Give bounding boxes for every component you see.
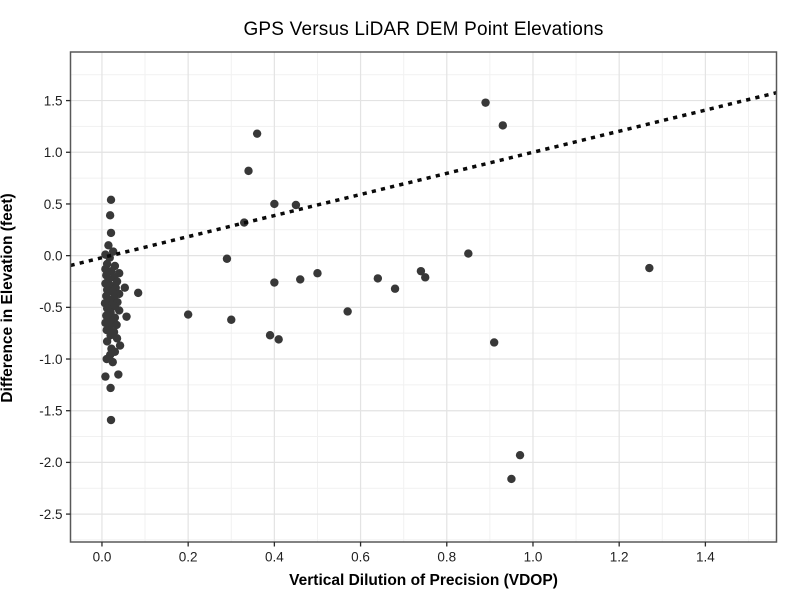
x-tick-label: 0.4	[265, 550, 284, 565]
data-point	[416, 266, 426, 276]
data-point	[252, 129, 262, 138]
y-tick-label: -0.5	[39, 300, 62, 315]
x-tick-label: 0.0	[93, 550, 112, 565]
data-point	[515, 450, 525, 460]
data-point	[115, 306, 124, 315]
panel-background	[70, 52, 777, 542]
y-tick-label: -2.0	[39, 455, 62, 470]
data-point	[106, 228, 116, 238]
y-tick-label: -2.5	[39, 507, 62, 522]
x-tick-label: 0.8	[437, 550, 456, 565]
y-tick-label: -1.5	[39, 404, 62, 419]
data-point	[244, 166, 253, 176]
data-point	[421, 273, 430, 282]
y-tick-label: -1.0	[39, 352, 62, 367]
data-point	[183, 310, 193, 319]
x-tick-label: 0.6	[351, 550, 370, 565]
data-point	[645, 263, 654, 273]
data-point	[122, 312, 131, 321]
major-gridlines	[70, 52, 777, 542]
data-point	[270, 278, 279, 287]
data-point	[115, 341, 125, 350]
data-point	[390, 284, 400, 293]
y-tick-label: 0.0	[44, 248, 63, 263]
data-point	[291, 200, 301, 210]
data-point	[106, 415, 116, 425]
data-point	[265, 331, 275, 340]
data-point	[102, 337, 112, 346]
axis-tick-labels: 0.0 0.2 0.4 0.6 0.8 1.0 1.2 1.4 1.5 1.0 0.5 0.0 -0.5…	[39, 93, 715, 564]
data-points	[100, 98, 654, 484]
data-point	[101, 372, 110, 381]
axis-ticks	[66, 99, 707, 547]
x-tick-label: 1.0	[524, 550, 543, 565]
data-point	[112, 320, 121, 330]
data-point	[481, 98, 490, 107]
trend-line	[70, 90, 777, 268]
data-point	[106, 195, 116, 205]
y-tick-label: 0.5	[44, 197, 63, 212]
data-point	[373, 274, 383, 283]
data-point	[274, 335, 283, 344]
data-point	[343, 307, 352, 316]
chart-title: GPS Versus LiDAR DEM Point Elevations	[243, 19, 604, 40]
data-point	[296, 275, 305, 284]
data-point	[108, 357, 117, 367]
data-point	[133, 288, 143, 298]
panel-border	[69, 51, 778, 543]
data-point	[112, 334, 122, 343]
x-axis-label: Vertical Dilution of Precision (VDOP)	[289, 572, 558, 589]
data-point	[222, 254, 232, 263]
data-point	[106, 383, 115, 393]
x-tick-label: 0.2	[179, 550, 198, 565]
data-point	[105, 211, 115, 220]
x-tick-label: 1.4	[696, 550, 715, 565]
data-point	[464, 249, 473, 258]
data-point	[313, 269, 322, 278]
data-point	[114, 370, 123, 379]
data-point	[106, 331, 115, 340]
data-point	[120, 283, 130, 292]
data-point	[498, 121, 508, 130]
data-point	[108, 247, 118, 256]
data-point	[227, 315, 236, 324]
data-point	[507, 474, 516, 484]
y-tick-label: 1.0	[44, 145, 63, 160]
y-tick-label: 1.5	[44, 93, 63, 108]
data-point	[270, 199, 279, 209]
data-point	[104, 241, 113, 250]
x-tick-label: 1.2	[610, 550, 629, 565]
data-point	[489, 338, 499, 347]
